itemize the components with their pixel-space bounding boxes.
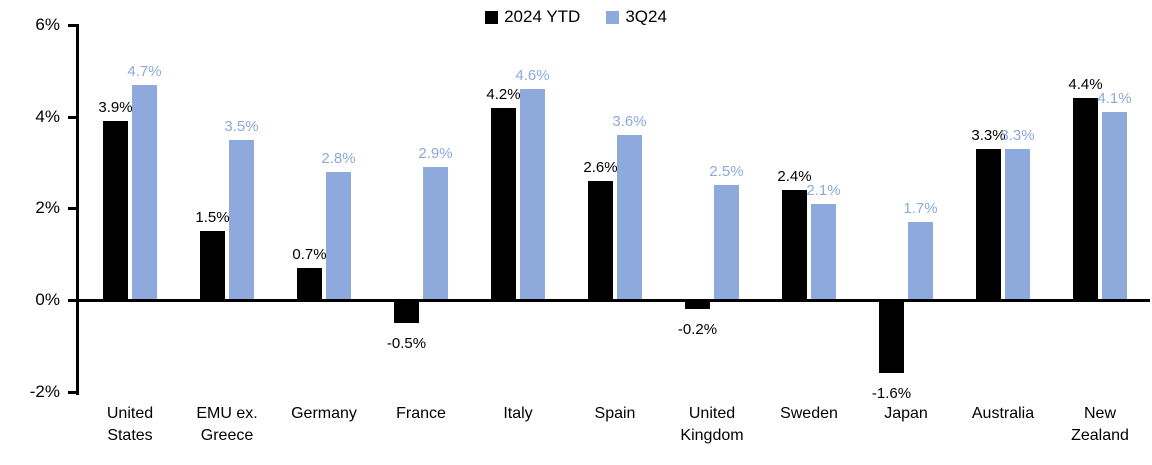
bar-3q24-united-kingdom: [714, 185, 739, 300]
bar-2024-ytd-united-states: [103, 121, 128, 300]
category-label-sweden: Sweden: [780, 405, 838, 422]
bar-2024-ytd-germany: [297, 267, 322, 300]
bar-3q24-australia: [1005, 148, 1030, 300]
y-axis-tick: [68, 24, 76, 27]
bar-2024-ytd-australia: [976, 148, 1001, 300]
data-label-2024-ytd-australia: 3.3%: [971, 126, 1006, 144]
legend-label: 2024 YTD: [504, 7, 581, 26]
data-label-2024-ytd-emu-ex-greece: 1.5%: [195, 209, 230, 227]
legend-label: 3Q24: [625, 7, 667, 26]
bar-3q24-sweden: [811, 203, 836, 300]
bar-3q24-united-states: [132, 84, 157, 300]
y-axis-tick: [68, 390, 76, 394]
category-label-united-kingdom: United Kingdom: [680, 405, 744, 444]
data-label-3q24-spain: 3.6%: [612, 113, 647, 130]
bar-3q24-japan: [908, 222, 933, 300]
data-label-2024-ytd-united-kingdom: -0.2%: [677, 321, 718, 339]
data-label-3q24-australia: 3.3%: [1000, 126, 1035, 144]
data-label-3q24-united-kingdom: 2.5%: [709, 163, 744, 181]
y-axis-tick-label: -2%: [29, 381, 60, 401]
data-label-3q24-sweden: 2.1%: [806, 181, 841, 199]
y-axis-tick: [68, 299, 76, 302]
data-label-2024-ytd-italy: 4.2%: [486, 85, 521, 103]
bar-2024-ytd-new-zealand: [1073, 98, 1098, 300]
data-label-2024-ytd-united-states: 3.9%: [98, 99, 133, 117]
category-label-australia: Australia: [971, 405, 1035, 422]
data-label-2024-ytd-sweden: 2.4%: [777, 168, 812, 185]
bar-3q24-italy: [520, 89, 545, 300]
y-axis-tick-label: 0%: [35, 290, 60, 309]
data-label-2024-ytd-new-zealand: 4.4%: [1068, 76, 1103, 94]
data-label-2024-ytd-spain: 2.6%: [583, 158, 618, 176]
bar-2024-ytd-spain: [588, 180, 613, 300]
bar-2024-ytd-france: [394, 300, 419, 323]
category-label-emu-ex-greece: EMU ex. Greece: [196, 405, 258, 444]
bar-3q24-new-zealand: [1102, 112, 1127, 300]
bar-3q24-france: [423, 167, 448, 300]
data-label-3q24-france: 2.9%: [418, 145, 453, 163]
data-label-2024-ytd-germany: 0.7%: [292, 245, 327, 263]
bar-2024-ytd-united-kingdom: [685, 300, 710, 310]
data-label-3q24-united-states: 4.7%: [127, 62, 162, 80]
y-axis-tick-label: 6%: [35, 15, 60, 34]
category-label-france: France: [396, 405, 446, 422]
bar-2024-ytd-japan: [879, 300, 904, 374]
data-label-3q24-new-zealand: 4.1%: [1097, 90, 1132, 108]
category-label-italy: Italy: [503, 405, 533, 422]
category-label-spain: Spain: [594, 405, 636, 422]
y-axis-tick-label: 4%: [35, 106, 60, 126]
bar-3q24-spain: [617, 135, 642, 300]
bar-2024-ytd-sweden: [782, 190, 807, 300]
y-axis-tick: [68, 207, 76, 211]
x-axis-baseline: [76, 299, 1150, 302]
legend-item-2024-ytd: 2024 YTD: [485, 7, 580, 27]
legend-item-3q24: 3Q24: [606, 7, 667, 27]
bar-2024-ytd-emu-ex-greece: [200, 231, 225, 300]
category-label-germany: Germany: [291, 405, 357, 422]
y-axis-tick: [68, 115, 76, 119]
y-axis-line: [76, 24, 79, 395]
data-label-2024-ytd-france: -0.5%: [386, 334, 427, 352]
bar-3q24-emu-ex-greece: [229, 139, 254, 300]
legend-swatch-icon: [485, 10, 499, 24]
category-label-japan: Japan: [884, 405, 928, 422]
category-label-united-states: United States: [106, 405, 154, 444]
data-label-3q24-italy: 4.6%: [515, 67, 550, 85]
bar-3q24-germany: [326, 171, 351, 300]
data-label-3q24-germany: 2.8%: [321, 149, 356, 167]
y-axis-tick-label: 2%: [35, 198, 60, 218]
bar-2024-ytd-italy: [491, 107, 516, 300]
data-label-2024-ytd-japan: -1.6%: [871, 385, 912, 403]
legend-swatch-icon: [606, 10, 620, 24]
legend: 2024 YTD 3Q24: [0, 4, 1152, 30]
category-label-new-zealand: New Zealand: [1071, 405, 1129, 444]
data-label-3q24-emu-ex-greece: 3.5%: [224, 117, 259, 135]
data-label-3q24-japan: 1.7%: [903, 200, 938, 218]
